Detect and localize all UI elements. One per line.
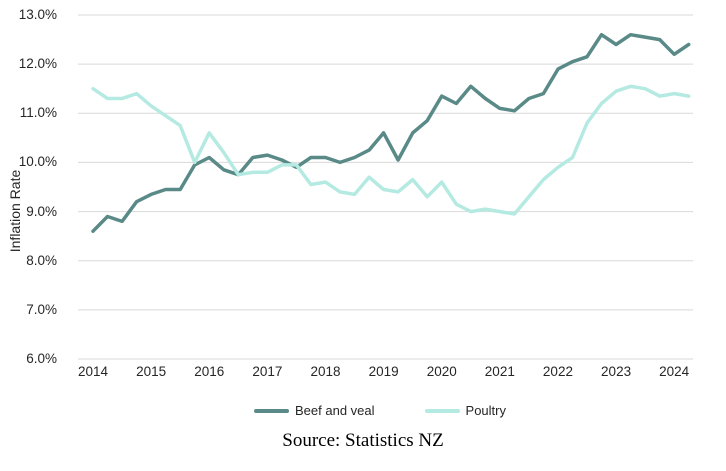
y-axis-tick-label: 13.0% bbox=[18, 7, 57, 22]
legend-item-poultry: Poultry bbox=[424, 403, 506, 418]
legend-label: Poultry bbox=[465, 403, 506, 418]
x-axis-tick-label: 2015 bbox=[136, 364, 167, 379]
x-axis-tick-label: 2016 bbox=[194, 364, 225, 379]
series-line-beef-and-veal bbox=[91, 32, 691, 233]
x-axis-tick-label: 2018 bbox=[310, 364, 341, 379]
y-axis-tick-label: 7.0% bbox=[26, 301, 57, 317]
legend-item-beef-and-veal: Beef and veal bbox=[254, 403, 375, 418]
x-axis-tick-label: 2022 bbox=[542, 364, 573, 379]
source-note: Source: Statistics NZ bbox=[282, 430, 444, 451]
y-axis-tick-label: 10.0% bbox=[18, 154, 57, 170]
series-line-poultry bbox=[91, 84, 691, 216]
y-axis-tick-label: 11.0% bbox=[19, 105, 57, 121]
x-axis-tick-label: 2023 bbox=[601, 364, 632, 379]
x-axis-tick-label: 2017 bbox=[252, 364, 283, 379]
legend-label: Beef and veal bbox=[295, 403, 375, 418]
x-axis-tick-label: 2014 bbox=[77, 364, 109, 379]
x-axis-tick-label: 2019 bbox=[368, 364, 399, 379]
y-axis-tick-label: 6.0% bbox=[26, 351, 57, 366]
y-axis-tick-label: 12.0% bbox=[18, 56, 57, 72]
y-axis-tick-label: 9.0% bbox=[26, 203, 57, 219]
x-axis-tick-label: 2024 bbox=[659, 364, 690, 379]
legend: Beef and veal Poultry bbox=[254, 403, 506, 418]
legend-swatch bbox=[254, 408, 290, 413]
y-axis-tick-label: 8.0% bbox=[26, 252, 57, 268]
legend-swatch bbox=[424, 408, 460, 413]
x-axis-tick-label: 2020 bbox=[426, 364, 457, 379]
x-axis-tick-label: 2021 bbox=[484, 364, 515, 379]
